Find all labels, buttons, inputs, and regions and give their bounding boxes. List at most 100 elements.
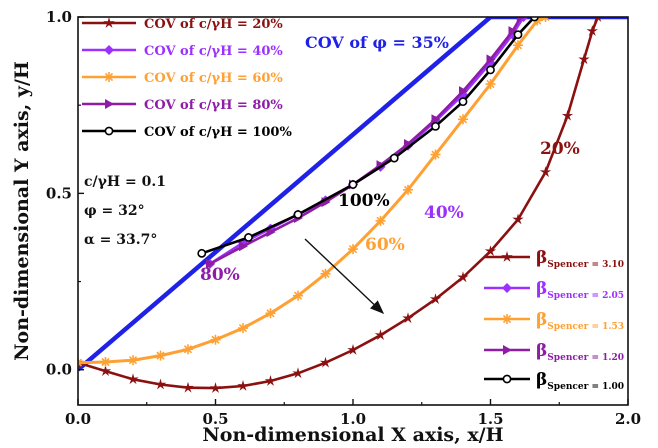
legend-beta-marker [502, 374, 512, 384]
series-3-point-8 [431, 114, 441, 125]
series-4-line [201, 17, 536, 255]
curve-label-60: 60% [365, 235, 405, 255]
series-2-point-7 [265, 308, 276, 319]
series-0-point-19 [578, 53, 590, 65]
series-4-point-4 [389, 153, 399, 163]
series-0-point-13 [429, 293, 442, 304]
series-2-point-16 [513, 40, 523, 51]
curve-label-80: 80% [200, 265, 240, 285]
axis-ticks: 0.0 0.5 1.0 1.5 2.0 0.0 0.5 1.0 [46, 8, 641, 428]
series-4-point-7 [486, 65, 495, 75]
legend-beta-label: βSpencer = 1.53 [536, 310, 624, 332]
legend-cov-label: COV of c/γH = 40% [144, 44, 283, 59]
series-4-point-3 [348, 180, 358, 189]
series-2-point-14 [458, 114, 468, 125]
series-0-point-5 [209, 382, 222, 393]
series-2-point-15 [485, 79, 496, 90]
series-4-point-9 [530, 17, 539, 22]
legend-beta-item-2: βSpencer = 1.53 [484, 310, 624, 332]
series-4-point-2 [293, 210, 303, 219]
legend-beta-marker [502, 314, 512, 324]
legend-beta-item-0: βSpencer = 3.10 [484, 248, 624, 270]
series-0-point-15 [484, 245, 497, 257]
series-0-point-16 [512, 213, 524, 225]
x-tick-label: 1.5 [477, 410, 503, 428]
series-3-point-11 [508, 26, 518, 37]
series-2-point-12 [403, 184, 413, 195]
series-2-point-3 [155, 350, 166, 361]
curve-label-40: 40% [424, 203, 464, 223]
legend-beta-label: βSpencer = 3.10 [536, 248, 624, 270]
plot-area [78, 17, 628, 393]
series-2-point-6 [238, 323, 248, 334]
series-2-point-18 [540, 17, 551, 22]
legend-beta-label: βSpencer = 2.05 [536, 279, 624, 301]
series-0 [78, 17, 602, 393]
series-4-point-1 [244, 233, 253, 242]
x-tick-label: 2.0 [615, 410, 641, 428]
legend-beta-item-3: βSpencer = 1.20 [484, 341, 624, 363]
legend-beta-item-4: βSpencer = 1.00 [484, 370, 624, 392]
series-0-point-8 [292, 367, 304, 379]
x-axis-title: Non-dimensional X axis, x/H [202, 424, 503, 446]
series-0-point-3 [154, 378, 167, 390]
series-2-point-9 [320, 268, 331, 279]
series-4-point-8 [513, 30, 523, 40]
series-0-point-20 [586, 25, 598, 36]
series-0-point-9 [319, 356, 332, 368]
legend-cov-item-4: COV of c/γH = 100% [82, 125, 292, 140]
legend-cov-marker [105, 99, 114, 109]
series-0-point-1 [99, 365, 112, 376]
series-0-point-21 [594, 17, 602, 22]
legend-cov-marker [103, 17, 115, 28]
annotation-alpha: α = 33.7° [84, 232, 157, 248]
series-0-point-18 [561, 109, 574, 121]
series-3-point-9 [459, 86, 468, 97]
series-4 [197, 17, 539, 258]
x-tick-label: 0.5 [202, 410, 228, 428]
legend-beta-marker [501, 251, 513, 262]
legend-cov-item-1: COV of c/γH = 40% [82, 44, 283, 59]
series-3-point-0 [206, 258, 215, 269]
legend-cov-item-2: COV of c/γH = 60% [82, 71, 283, 86]
x-tick-label: 0.0 [65, 410, 91, 428]
series-2-point-5 [210, 334, 221, 345]
legend-beta-item-1: βSpencer = 2.05 [484, 279, 624, 301]
series-2-point-2 [128, 355, 138, 366]
series-0-point-6 [237, 380, 249, 391]
series-3-point-2 [266, 227, 276, 238]
series-0-line [78, 17, 600, 390]
legend-beta: βSpencer = 3.10 βSpencer = 2.05 βSpencer =… [484, 248, 624, 392]
legend-cov: COV of c/γH = 20% COV of c/γH = 40% COV of… [82, 17, 292, 140]
series-0-point-14 [457, 271, 469, 283]
legend-cov-marker [104, 45, 114, 55]
series-3-point-12 [516, 17, 526, 22]
series-2-point-11 [375, 215, 386, 226]
slope-line-phi [78, 17, 628, 372]
x-tick-label: 1.0 [340, 410, 366, 428]
series-0-point-12 [402, 312, 414, 324]
y-axis-title: Non-dimensional Y axis, y/H [11, 61, 33, 361]
curve-label-100: 100% [338, 191, 390, 211]
series-2-point-13 [430, 149, 441, 160]
series-0-point-7 [264, 375, 277, 386]
legend-beta-marker [502, 283, 512, 293]
y-tick-label: 0.5 [46, 184, 72, 202]
series-0-point-10 [347, 344, 359, 355]
legend-cov-label: COV of c/γH = 60% [144, 71, 283, 86]
series-0-point-11 [374, 329, 387, 340]
legend-cov-marker [104, 72, 114, 82]
series-4-point-5 [431, 121, 440, 131]
legend-cov-item-0: COV of c/γH = 20% [82, 17, 283, 32]
y-tick-label: 1.0 [46, 8, 72, 26]
annotation-c-gamma-h: c/γH = 0.1 [84, 174, 166, 190]
trend-arrow [304, 238, 385, 314]
series-3-point-1 [239, 241, 248, 252]
series-2 [78, 17, 551, 368]
annotation-phi: φ = 32° [84, 203, 145, 219]
legend-beta-label: βSpencer = 1.00 [536, 370, 624, 392]
curve-label-20: 20% [540, 139, 580, 159]
series-2-point-0 [78, 357, 83, 368]
series-3-point-7 [404, 138, 413, 149]
